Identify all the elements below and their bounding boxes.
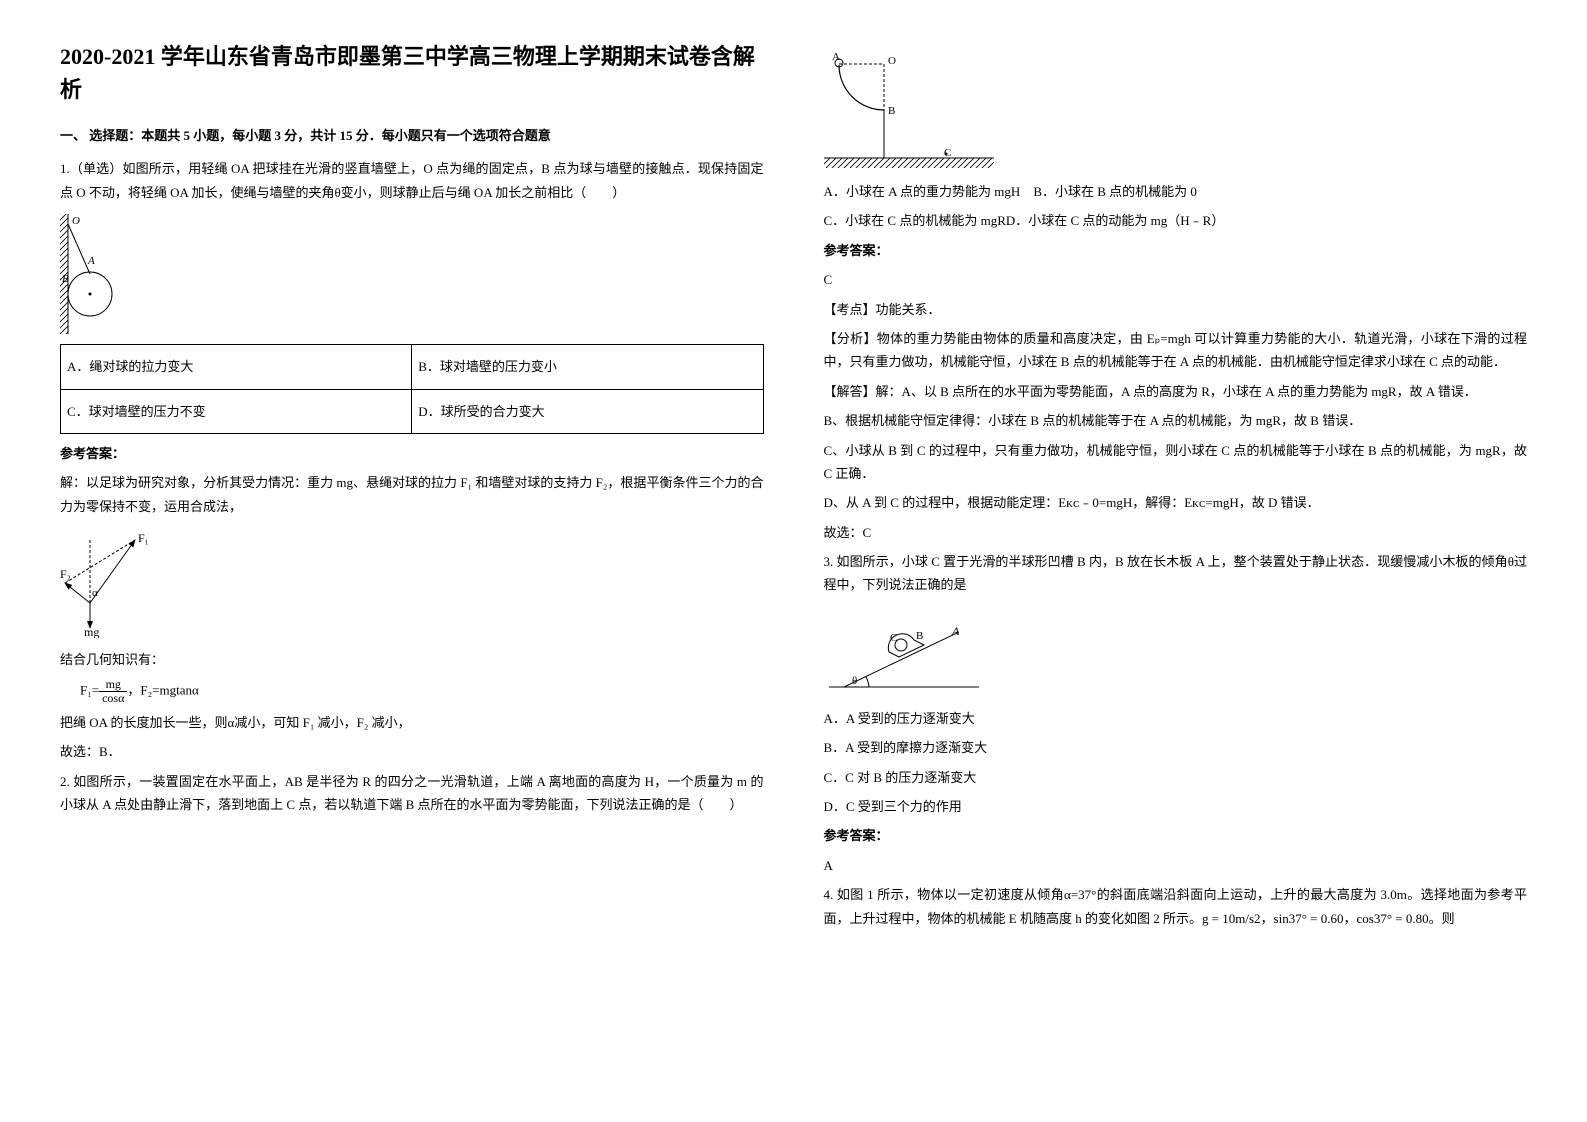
q3-opt-b: B．A 受到的摩擦力逐渐变大: [824, 736, 1528, 759]
q2-opt-a: A．小球在 A 点的重力势能为 mgH: [824, 184, 1021, 199]
document-page: 2020-2021 学年山东省青岛市即墨第三中学高三物理上学期期末试卷含解析 一…: [60, 40, 1527, 936]
q1-stem: 1.（单选）如图所示，用轻绳 OA 把球挂在光滑的竖直墙壁上，O 点为绳的固定点…: [60, 157, 764, 204]
svg-text:A: A: [87, 255, 95, 267]
q3-answer-label: 参考答案：: [824, 824, 1528, 847]
q2-answer: C: [824, 268, 1528, 291]
f2-text: ，F₂=mgtanα: [127, 682, 198, 697]
q4-stem: 4. 如图 1 所示，物体以一定初速度从倾角α=37°的斜面底端沿斜面向上运动，…: [824, 883, 1528, 930]
q2-options-ab: A．小球在 A 点的重力势能为 mgH B．小球在 B 点的机械能为 0: [824, 180, 1528, 203]
q3-diagram: C B A θ: [824, 607, 1528, 697]
q3-answer: A: [824, 854, 1528, 877]
q3-opt-a: A．A 受到的压力逐渐变大: [824, 707, 1528, 730]
svg-text:B: B: [888, 105, 895, 117]
q1-opt-d: D．球所受的合力变大: [412, 389, 763, 433]
q1-opt-c: C．球对墙壁的压力不变: [61, 389, 412, 433]
svg-text:A: A: [951, 624, 960, 638]
svg-text:A: A: [832, 51, 840, 63]
svg-text:O: O: [888, 55, 896, 67]
force-vector-diagram: F₁ F₂ α mg: [60, 528, 170, 638]
q2-opt-d: D．小球在 C 点的动能为 mg（H﹣R）: [1006, 213, 1224, 228]
incline-groove-diagram: C B A θ: [824, 607, 984, 697]
q3-stem: 3. 如图所示，小球 C 置于光滑的半球形凹槽 B 内，B 放在长木板 A 上，…: [824, 550, 1528, 597]
q3-opt-d: D．C 受到三个力的作用: [824, 795, 1528, 818]
f1-den: cosα: [99, 692, 127, 705]
left-column: 2020-2021 学年山东省青岛市即墨第三中学高三物理上学期期末试卷含解析 一…: [60, 40, 764, 936]
doc-title: 2020-2021 学年山东省青岛市即墨第三中学高三物理上学期期末试卷含解析: [60, 40, 764, 106]
q2-jieda-end: 故选：C: [824, 521, 1528, 544]
q2-kaodian: 【考点】功能关系．: [824, 298, 1528, 321]
q2-answer-label: 参考答案：: [824, 239, 1528, 262]
svg-text:B: B: [62, 273, 69, 285]
q1-explanation-3: 把绳 OA 的长度加长一些，则α减小，可知 F₁ 减小，F₂ 减小，: [60, 711, 764, 734]
q2-diagram: A O B C: [824, 50, 1528, 170]
q1-opt-b: B．球对墙壁的压力变小: [412, 345, 763, 389]
q3-opt-c: C．C 对 B 的压力逐渐变大: [824, 766, 1528, 789]
q2-jieda-a: 【解答】解：A、以 B 点所在的水平面为零势能面，A 点的高度为 R，小球在 A…: [824, 380, 1528, 403]
q2-opt-b: B．小球在 B 点的机械能为 0: [1033, 184, 1197, 199]
q1-diagram: O A B: [60, 214, 764, 334]
section-1-header: 一、 选择题：本题共 5 小题，每小题 3 分，共计 15 分．每小题只有一个选…: [60, 124, 764, 147]
svg-text:F₂: F₂: [60, 567, 71, 581]
svg-text:B: B: [916, 630, 923, 642]
q1-force-diagram: F₁ F₂ α mg: [60, 528, 764, 638]
q2-jieda-c: C、小球从 B 到 C 的过程中，只有重力做功，机械能守恒，则小球在 C 点的机…: [824, 439, 1528, 486]
svg-text:θ: θ: [852, 675, 857, 687]
q1-opt-a: A．绳对球的拉力变大: [61, 345, 412, 389]
q2-stem: 2. 如图所示，一装置固定在水平面上，AB 是半径为 R 的四分之一光滑轨道，上…: [60, 770, 764, 817]
wall-ball-diagram: O A B: [60, 214, 120, 334]
q1-explanation-1: 解：以足球为研究对象，分析其受力情况：重力 mg、悬绳对球的拉力 F₁ 和墙壁对…: [60, 471, 764, 518]
svg-text:F₁: F₁: [138, 531, 149, 545]
q1-answer-label: 参考答案：: [60, 442, 764, 465]
svg-text:O: O: [72, 215, 80, 227]
quarter-circle-track-diagram: A O B C: [824, 50, 994, 170]
svg-text:α: α: [92, 587, 98, 599]
q2-fenxi: 【分析】物体的重力势能由物体的质量和高度决定，由 Eₚ=mgh 可以计算重力势能…: [824, 327, 1528, 374]
q1-explanation-2: 结合几何知识有：: [60, 648, 764, 671]
q1-choices-table: A．绳对球的拉力变大 B．球对墙壁的压力变小 C．球对墙壁的压力不变 D．球所受…: [60, 344, 764, 434]
q2-jieda-b: B、根据机械能守恒定律得：小球在 B 点的机械能等于在 A 点的机械能，为 mg…: [824, 409, 1528, 432]
q2-opt-c: C．小球在 C 点的机械能为 mgR: [824, 213, 1006, 228]
f1-num: mg: [99, 678, 127, 692]
q1-formula: F₁=mgcosα，F₂=mgtanα: [80, 678, 764, 705]
q2-jieda-d: D、从 A 到 C 的过程中，根据动能定理：Eᴋᴄ﹣0=mgH，解得：Eᴋᴄ=m…: [824, 491, 1528, 514]
f1-prefix: F₁=: [80, 682, 99, 697]
f1-fraction: mgcosα: [99, 678, 127, 705]
svg-text:mg: mg: [84, 625, 99, 638]
svg-text:C: C: [890, 632, 897, 644]
right-column: A O B C A．小球在 A 点的重力势能为 mgH B．小球在 B 点的机械…: [824, 40, 1528, 936]
q1-explanation-4: 故选：B．: [60, 740, 764, 763]
q2-options-cd: C．小球在 C 点的机械能为 mgRD．小球在 C 点的动能为 mg（H﹣R）: [824, 209, 1528, 232]
